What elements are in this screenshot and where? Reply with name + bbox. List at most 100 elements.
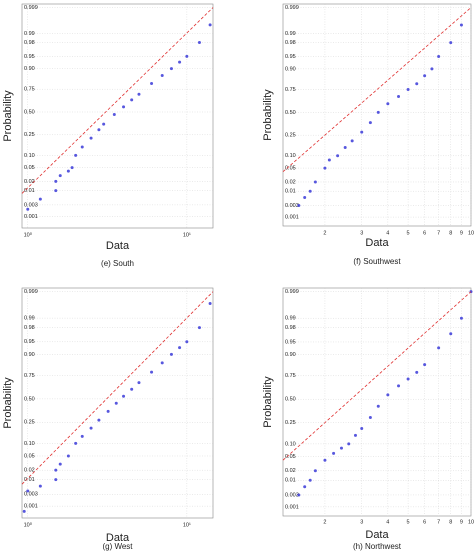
data-point: [97, 418, 101, 422]
x-tick-label: 9: [460, 519, 463, 525]
data-point: [308, 478, 312, 482]
data-point: [297, 493, 301, 497]
fit-line: [282, 291, 472, 461]
data-point: [58, 462, 62, 466]
data-point: [160, 361, 164, 365]
data-point: [386, 393, 390, 397]
data-point: [208, 23, 212, 27]
data-point: [102, 122, 106, 126]
data-point: [437, 346, 441, 350]
x-tick-label: 5: [407, 519, 410, 525]
x-tick-label: 2: [323, 230, 326, 236]
x-tick-label: 10⁰: [24, 521, 33, 528]
y-tick-label: 0.10: [285, 441, 296, 447]
data-point: [70, 166, 74, 170]
y-axis-label: Probability: [262, 89, 274, 141]
data-point: [58, 174, 62, 178]
y-tick-label: 0.02: [24, 468, 35, 474]
data-point: [368, 415, 372, 419]
data-point: [313, 180, 317, 184]
data-point: [350, 139, 354, 143]
y-tick-label: 0.25: [285, 133, 296, 139]
data-point: [397, 94, 401, 98]
y-tick-label: 0.999: [24, 289, 38, 295]
x-tick-label: 10: [468, 519, 474, 525]
data-point: [397, 384, 401, 388]
data-point: [185, 340, 189, 344]
data-point: [114, 401, 118, 405]
y-tick-label: 0.95: [285, 339, 296, 345]
data-point: [38, 197, 42, 201]
data-point: [323, 458, 327, 462]
y-tick-label: 0.01: [285, 478, 296, 484]
y-tick-label: 0.10: [285, 153, 296, 159]
data-point: [89, 136, 93, 140]
y-tick-label: 0.95: [24, 54, 35, 60]
caption: (h) Northwest: [353, 542, 402, 551]
data-point: [197, 326, 201, 330]
x-tick-label: 8: [449, 230, 452, 236]
caption: (e) South: [101, 259, 134, 268]
y-tick-label: 0.99: [24, 316, 35, 322]
x-tick-label: 2: [323, 519, 326, 525]
y-tick-label: 0.02: [285, 468, 296, 474]
y-tick-label: 0.10: [24, 441, 35, 447]
panel: 0.001 0.003 0.01 0.02 0.05 0.10 0.25 0.50 0.75 0.…: [262, 287, 474, 551]
x-tick-label: 4: [386, 230, 389, 236]
data-point: [376, 404, 380, 408]
data-point: [449, 332, 453, 336]
y-axis-label: Probability: [2, 377, 14, 429]
x-axis-label: Data: [106, 532, 130, 544]
data-point: [347, 442, 351, 446]
plot-frame: [282, 287, 472, 517]
y-tick-label: 0.90: [24, 66, 35, 72]
y-tick-label: 0.10: [24, 153, 35, 159]
y-tick-label: 0.001: [285, 504, 299, 510]
caption: (f) Southwest: [353, 257, 401, 266]
data-point: [54, 478, 58, 482]
data-point: [122, 105, 126, 109]
y-axis-label: Probability: [2, 90, 14, 142]
x-tick-label: 10¹: [183, 522, 191, 528]
data-point: [54, 179, 58, 183]
data-point: [360, 427, 364, 431]
data-point: [66, 169, 70, 173]
data-point: [336, 154, 340, 158]
y-tick-label: 0.99: [285, 31, 296, 37]
y-tick-label: 0.75: [285, 87, 296, 93]
x-tick-label: 5: [407, 230, 410, 236]
y-tick-label: 0.05: [285, 166, 296, 172]
y-tick-label: 0.25: [285, 420, 296, 426]
data-point: [360, 130, 364, 134]
data-point: [313, 469, 317, 473]
data-point: [38, 484, 42, 488]
x-tick-label: 10: [468, 230, 474, 236]
fit-line: [282, 7, 472, 172]
data-point: [386, 102, 390, 106]
data-point: [437, 55, 441, 59]
data-point: [137, 92, 141, 96]
panel: 0.001 0.003 0.01 0.02 0.05 0.10 0.25 0.50 0.75 0.…: [262, 3, 474, 266]
y-tick-label: 0.01: [24, 477, 35, 483]
y-tick-label: 0.01: [24, 188, 35, 194]
data-point: [74, 153, 78, 157]
data-point: [343, 145, 347, 149]
y-tick-label: 0.50: [285, 397, 296, 403]
data-point: [112, 113, 116, 117]
panel: 0.001 0.003 0.01 0.02 0.05 0.10 0.25 0.50 0.75 0.…: [2, 3, 214, 268]
data-point: [415, 370, 419, 374]
y-tick-label: 0.05: [24, 165, 35, 171]
data-point: [423, 363, 427, 367]
y-tick-label: 0.02: [24, 179, 35, 185]
data-point: [26, 207, 30, 211]
data-point: [66, 454, 70, 458]
y-tick-label: 0.25: [24, 132, 35, 138]
x-tick-label: 3: [360, 230, 363, 236]
data-point: [406, 87, 410, 91]
x-tick-label: 8: [449, 519, 452, 525]
data-point: [106, 409, 110, 413]
data-point: [26, 489, 30, 493]
data-point: [150, 370, 154, 374]
x-axis-label: Data: [106, 240, 130, 252]
data-point: [459, 316, 463, 320]
